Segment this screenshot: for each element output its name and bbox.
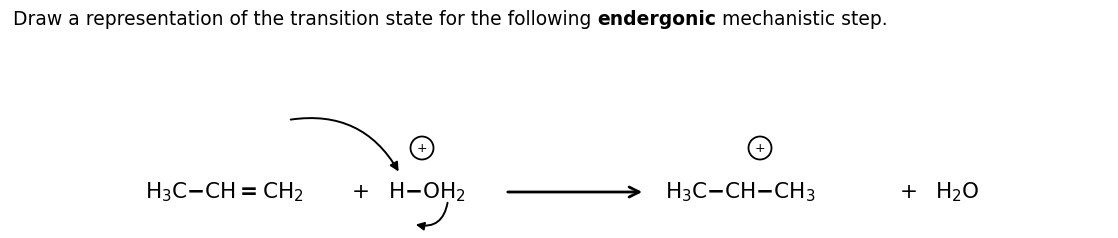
Text: H$_3$C$\mathbf{-}$CH$\mathbf{=}$CH$_2$: H$_3$C$\mathbf{-}$CH$\mathbf{=}$CH$_2$ [145,180,304,204]
Text: +: + [417,142,427,154]
FancyArrowPatch shape [418,203,447,229]
Text: H$\mathbf{-}$OH$_2$: H$\mathbf{-}$OH$_2$ [388,180,465,204]
Text: H$_3$C$\mathbf{-}$CH$\mathbf{-}$CH$_3$: H$_3$C$\mathbf{-}$CH$\mathbf{-}$CH$_3$ [665,180,815,204]
Text: +: + [352,182,370,202]
Text: endergonic: endergonic [597,10,717,30]
FancyArrowPatch shape [291,118,398,170]
Text: mechanistic step.: mechanistic step. [717,10,888,30]
Text: Draw a representation of the transition state for the following: Draw a representation of the transition … [13,10,597,30]
Text: +: + [900,182,918,202]
Text: +: + [755,142,766,154]
Text: H$_2$O: H$_2$O [935,180,979,204]
